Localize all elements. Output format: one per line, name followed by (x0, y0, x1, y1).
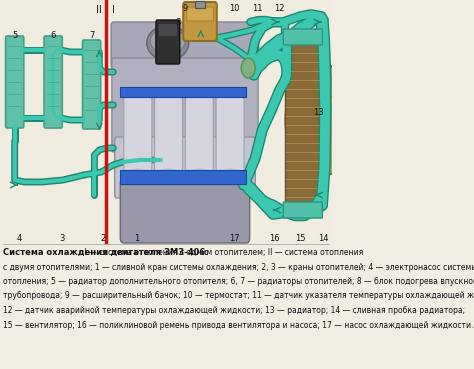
FancyBboxPatch shape (82, 40, 100, 129)
FancyBboxPatch shape (112, 58, 258, 152)
Text: 16: 16 (269, 234, 280, 242)
FancyBboxPatch shape (115, 137, 255, 198)
FancyBboxPatch shape (283, 202, 322, 218)
Text: 8: 8 (176, 17, 181, 27)
Ellipse shape (294, 128, 313, 139)
FancyBboxPatch shape (183, 2, 217, 41)
Bar (195, 1, 205, 8)
Text: I — система отопления с одним отопителем; II — система отопления: I — система отопления с одним отопителем… (82, 248, 363, 257)
Ellipse shape (333, 132, 343, 158)
FancyBboxPatch shape (124, 97, 152, 178)
Ellipse shape (329, 86, 346, 104)
Text: 5: 5 (12, 31, 18, 39)
Ellipse shape (150, 28, 185, 54)
Text: 17: 17 (229, 234, 239, 242)
Text: 2: 2 (101, 234, 106, 242)
Bar (120, 87, 246, 97)
FancyBboxPatch shape (187, 7, 213, 21)
Text: 11: 11 (252, 3, 263, 13)
Bar (120, 170, 246, 184)
Ellipse shape (128, 168, 147, 178)
Ellipse shape (147, 25, 189, 61)
Text: II: II (96, 5, 102, 15)
Ellipse shape (220, 168, 240, 178)
Circle shape (318, 112, 329, 128)
Ellipse shape (315, 75, 322, 103)
Text: 13: 13 (313, 107, 324, 117)
Text: 12 — датчик аварийной температуры охлаждающей жидкости; 13 — радиатор; 14 — слив: 12 — датчик аварийной температуры охлажд… (3, 306, 465, 315)
Text: отопления; 5 — радиатор дополнительного отопителя; 6, 7 — радиаторы отопителей; : отопления; 5 — радиатор дополнительного … (3, 277, 474, 286)
FancyBboxPatch shape (283, 29, 322, 45)
Text: трубопровода; 9 — расширительный бачок; 10 — термостат; 11 — датчик указателя те: трубопровода; 9 — расширительный бачок; … (3, 292, 474, 300)
Text: 7: 7 (89, 31, 94, 39)
Ellipse shape (313, 139, 324, 164)
Text: 6: 6 (50, 31, 56, 39)
Text: Система охлаждения двигателя ЗМЗ-406:: Система охлаждения двигателя ЗМЗ-406: (3, 248, 209, 257)
FancyBboxPatch shape (111, 22, 259, 68)
Text: 15: 15 (295, 234, 306, 242)
Circle shape (285, 65, 362, 175)
Text: 14: 14 (319, 234, 329, 242)
Text: с двумя отопителями; 1 — сливной кран системы охлаждения; 2, 3 — краны отопителе: с двумя отопителями; 1 — сливной кран си… (3, 262, 474, 272)
Circle shape (241, 58, 255, 78)
FancyBboxPatch shape (185, 97, 213, 178)
FancyBboxPatch shape (216, 97, 244, 178)
Text: 12: 12 (274, 3, 285, 13)
FancyBboxPatch shape (155, 97, 182, 178)
Text: I: I (112, 5, 115, 15)
FancyBboxPatch shape (120, 178, 250, 243)
Text: 10: 10 (229, 3, 239, 13)
FancyBboxPatch shape (159, 24, 177, 36)
Text: 1: 1 (134, 234, 139, 242)
Text: 9: 9 (182, 3, 188, 13)
Text: 15 — вентилятор; 16 — поликлиновой ремень привода вентилятора и насоса; 17 — нас: 15 — вентилятор; 16 — поликлиновой ремен… (3, 321, 473, 330)
FancyBboxPatch shape (6, 36, 24, 128)
FancyBboxPatch shape (156, 20, 180, 64)
Ellipse shape (296, 96, 311, 116)
Text: 3: 3 (59, 234, 64, 242)
Ellipse shape (190, 168, 209, 178)
Bar (285, 42, 320, 203)
FancyBboxPatch shape (44, 36, 62, 128)
Text: 4: 4 (17, 234, 22, 242)
Ellipse shape (337, 114, 356, 126)
Bar (0, 0, 331, 242)
Ellipse shape (159, 168, 178, 178)
